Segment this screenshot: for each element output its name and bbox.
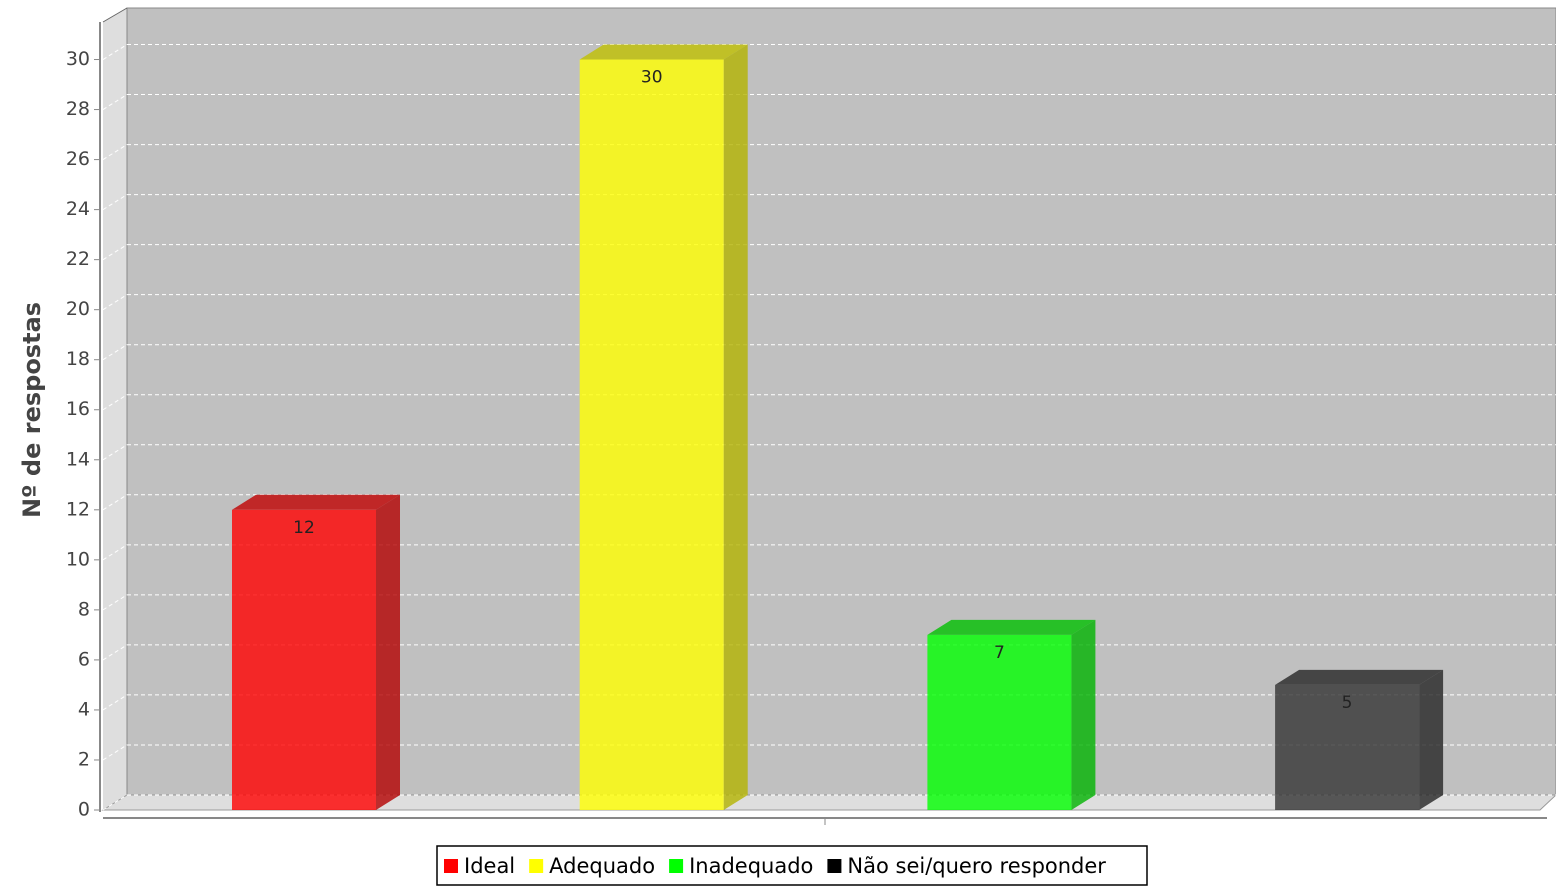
grid-line bbox=[102, 494, 128, 511]
y-tick-label: 0 bbox=[78, 799, 90, 821]
y-tick-label: 12 bbox=[66, 498, 90, 520]
value-label: 7 bbox=[994, 643, 1005, 663]
bar-side bbox=[1071, 619, 1096, 810]
grid-line bbox=[102, 594, 128, 611]
legend-swatch bbox=[827, 859, 842, 873]
legend-label: Não sei/quero responder bbox=[847, 854, 1106, 878]
legend-label: Inadequado bbox=[689, 854, 813, 878]
y-tick-label: 10 bbox=[66, 548, 90, 570]
bar-top bbox=[232, 494, 400, 510]
back-wall bbox=[126, 7, 1556, 796]
grid-line bbox=[102, 644, 128, 661]
legend-label: Adequado bbox=[549, 854, 655, 878]
y-tick-label: 18 bbox=[66, 348, 90, 370]
value-label: 30 bbox=[641, 68, 663, 88]
bar bbox=[927, 634, 1072, 810]
y-tick-label: 26 bbox=[66, 148, 90, 170]
value-label: 12 bbox=[293, 518, 315, 538]
y-tick-label: 22 bbox=[66, 248, 90, 270]
grid-line bbox=[102, 394, 128, 411]
y-tick-label: 8 bbox=[78, 598, 90, 620]
y-tick-label: 2 bbox=[78, 748, 90, 770]
bar bbox=[1275, 684, 1420, 810]
bar bbox=[232, 509, 376, 810]
grid-line bbox=[102, 444, 128, 461]
y-tick-label: 4 bbox=[78, 698, 90, 720]
grid-line bbox=[102, 94, 128, 110]
grid-line bbox=[102, 244, 128, 261]
grid-line bbox=[102, 344, 128, 361]
legend-swatch bbox=[529, 859, 544, 873]
side-wall bbox=[103, 8, 127, 810]
bar-side bbox=[376, 494, 400, 810]
y-tick-label: 28 bbox=[66, 98, 90, 120]
wall-edge bbox=[102, 7, 128, 23]
legend-swatch bbox=[669, 859, 684, 873]
grid-line bbox=[102, 694, 128, 711]
bar-side bbox=[723, 44, 748, 811]
y-axis-label: Nº de respostas bbox=[18, 302, 46, 518]
y-tick-label: 24 bbox=[66, 198, 90, 220]
bar-top bbox=[1275, 669, 1444, 685]
y-tick-label: 14 bbox=[66, 448, 90, 470]
legend-swatch bbox=[444, 859, 458, 873]
legend-box bbox=[436, 845, 1148, 886]
grid-line bbox=[102, 794, 128, 811]
y-tick-label: 20 bbox=[66, 298, 90, 320]
y-tick-label: 30 bbox=[66, 48, 90, 70]
y-tick-label: 16 bbox=[66, 398, 90, 420]
grid-line bbox=[102, 44, 128, 60]
legend-label: Ideal bbox=[464, 854, 515, 878]
bar-top bbox=[927, 619, 1096, 635]
bar bbox=[579, 59, 724, 811]
grid-line bbox=[102, 294, 128, 311]
grid-line bbox=[102, 194, 128, 211]
bar-side bbox=[1419, 669, 1444, 810]
grid-line bbox=[102, 744, 128, 761]
grid-line bbox=[102, 144, 128, 161]
bar-top bbox=[579, 44, 748, 60]
y-tick-label: 6 bbox=[78, 648, 90, 670]
value-label: 5 bbox=[1342, 693, 1353, 713]
grid-line bbox=[102, 544, 128, 561]
